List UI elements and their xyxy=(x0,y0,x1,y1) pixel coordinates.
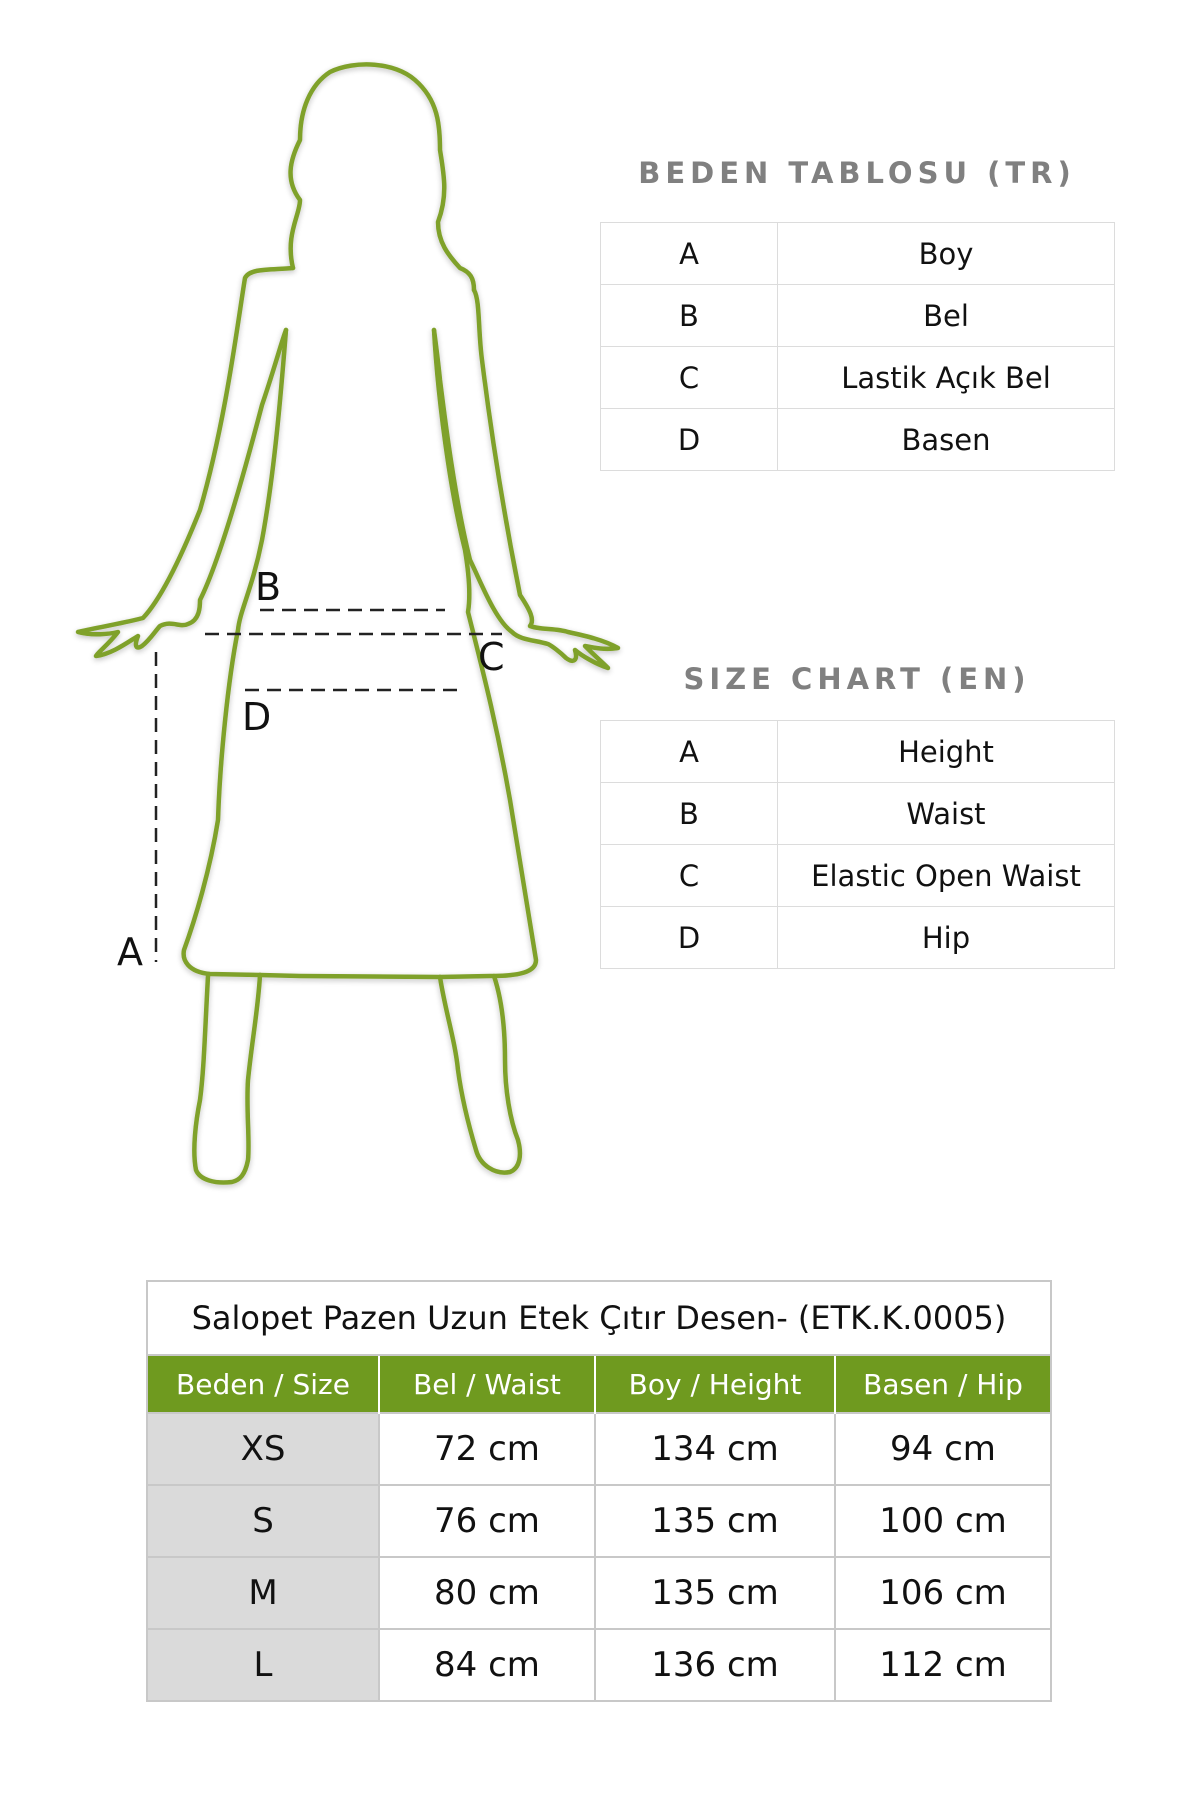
legend-key: C xyxy=(600,346,778,409)
table-row: XS 72 cm 134 cm 94 cm xyxy=(148,1412,1050,1486)
size-table: Beden / Size Bel / Waist Boy / Height Ba… xyxy=(148,1356,1050,1700)
product-size-table: Salopet Pazen Uzun Etek Çıtır Desen- (ET… xyxy=(146,1280,1052,1702)
legend-key: D xyxy=(600,906,778,969)
table-row: M 80 cm 135 cm 106 cm xyxy=(148,1556,1050,1630)
size-cell: S xyxy=(148,1484,380,1558)
size-cell: M xyxy=(148,1556,380,1630)
legend-value: Bel xyxy=(777,284,1115,347)
table-row: S 76 cm 135 cm 100 cm xyxy=(148,1484,1050,1558)
label-d: D xyxy=(242,695,271,739)
silhouette-outline xyxy=(75,62,621,1185)
en-chart-title: SIZE CHART (EN) xyxy=(683,662,1031,696)
table-row: D Basen xyxy=(600,408,1115,471)
legend-key: B xyxy=(600,782,778,845)
table-row: C Lastik Açık Bel xyxy=(600,346,1115,409)
waist-cell: 72 cm xyxy=(378,1412,596,1486)
hip-cell: 106 cm xyxy=(834,1556,1050,1630)
table-row: L 84 cm 136 cm 112 cm xyxy=(148,1628,1050,1700)
measurement-lines xyxy=(154,608,502,962)
header-hip: Basen / Hip xyxy=(835,1356,1050,1413)
height-cell: 134 cm xyxy=(594,1412,836,1486)
hip-cell: 94 cm xyxy=(834,1412,1050,1486)
table-row: B Bel xyxy=(600,284,1115,347)
legend-value: Basen xyxy=(777,408,1115,471)
height-cell: 135 cm xyxy=(594,1556,836,1630)
hip-cell: 100 cm xyxy=(834,1484,1050,1558)
table-row: C Elastic Open Waist xyxy=(600,844,1115,907)
legend-value: Height xyxy=(777,720,1115,783)
body-silhouette-figure: B C D A xyxy=(75,62,621,1185)
label-c: C xyxy=(478,635,505,679)
tr-chart-table: A Boy B Bel C Lastik Açık Bel D Basen xyxy=(600,222,1115,471)
table-header-row: Beden / Size Bel / Waist Boy / Height Ba… xyxy=(148,1356,1050,1413)
legend-value: Hip xyxy=(777,906,1115,969)
waist-cell: 76 cm xyxy=(378,1484,596,1558)
header-waist: Bel / Waist xyxy=(379,1356,596,1413)
legend-key: A xyxy=(600,222,778,285)
table-row: D Hip xyxy=(600,906,1115,969)
legend-key: C xyxy=(600,844,778,907)
legend-value: Waist xyxy=(777,782,1115,845)
legend-value: Lastik Açık Bel xyxy=(777,346,1115,409)
legend-value: Elastic Open Waist xyxy=(777,844,1115,907)
waist-cell: 84 cm xyxy=(378,1628,596,1700)
table-row: B Waist xyxy=(600,782,1115,845)
height-cell: 135 cm xyxy=(594,1484,836,1558)
hip-cell: 112 cm xyxy=(834,1628,1050,1700)
tr-chart-title: BEDEN TABLOSU (TR) xyxy=(638,156,1076,190)
table-row: A Height xyxy=(600,720,1115,783)
waist-cell: 80 cm xyxy=(378,1556,596,1630)
header-size: Beden / Size xyxy=(148,1356,380,1413)
legend-key: A xyxy=(600,720,778,783)
label-a: A xyxy=(117,930,143,974)
legend-value: Boy xyxy=(777,222,1115,285)
legend-key: D xyxy=(600,408,778,471)
en-chart-table: A Height B Waist C Elastic Open Waist D … xyxy=(600,720,1115,969)
table-row: A Boy xyxy=(600,222,1115,285)
size-cell: XS xyxy=(148,1412,380,1486)
label-b: B xyxy=(255,565,281,609)
size-cell: L xyxy=(148,1628,380,1700)
product-title: Salopet Pazen Uzun Etek Çıtır Desen- (ET… xyxy=(148,1282,1050,1356)
header-height: Boy / Height xyxy=(595,1356,836,1413)
legend-key: B xyxy=(600,284,778,347)
height-cell: 136 cm xyxy=(594,1628,836,1700)
